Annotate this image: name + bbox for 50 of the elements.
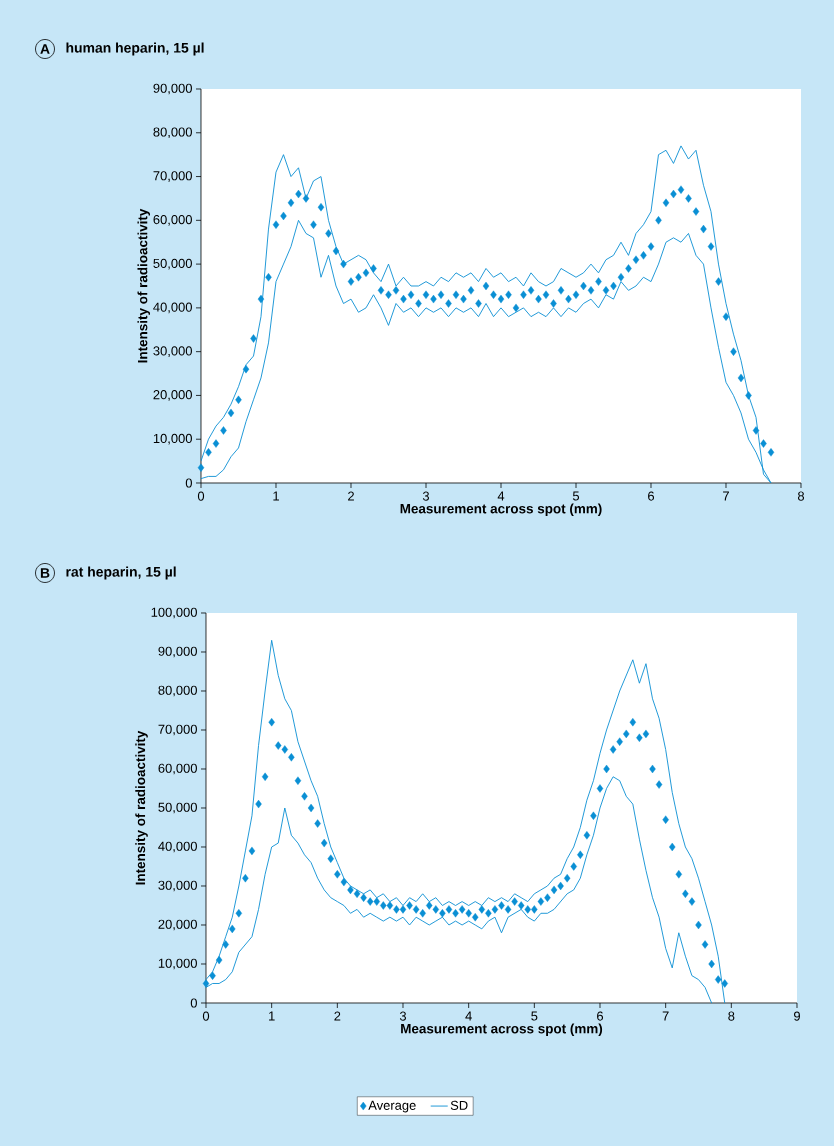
x-tick-label: 6 xyxy=(597,1011,604,1021)
y-tick-label: 80,000 xyxy=(158,685,197,697)
x-tick-label: 2 xyxy=(348,491,354,501)
x-tick-label: 6 xyxy=(648,491,655,501)
x-tick-label: 0 xyxy=(197,491,205,501)
y-tick-label: 40,000 xyxy=(153,302,192,314)
x-tick-label: 3 xyxy=(399,1011,407,1021)
y-axis-title: Intensity of radioactivity xyxy=(135,730,148,885)
legend-label: SD xyxy=(450,1100,468,1110)
x-tick-label: 8 xyxy=(797,491,805,501)
y-tick-label: 90,000 xyxy=(153,83,192,95)
x-tick-label: 9 xyxy=(794,1011,800,1021)
y-tick-label: 30,000 xyxy=(153,346,192,358)
y-tick-label: 80,000 xyxy=(153,127,192,139)
y-tick-label: 60,000 xyxy=(158,763,197,775)
x-tick-label: 1 xyxy=(269,1011,275,1021)
y-tick-label: 40,000 xyxy=(158,841,197,853)
chart-title: rat heparin, 15 µl xyxy=(66,566,176,580)
y-tick-label: 0 xyxy=(185,478,192,488)
x-tick-label: 0 xyxy=(202,1011,210,1021)
y-tick-label: 70,000 xyxy=(153,171,192,182)
y-tick-label: 100,000 xyxy=(151,607,197,619)
x-tick-label: 4 xyxy=(497,491,505,501)
x-tick-label: 2 xyxy=(334,1011,341,1021)
y-tick-label: 0 xyxy=(190,998,197,1008)
text: A xyxy=(40,44,50,54)
y-tick-label: 10,000 xyxy=(158,958,197,970)
y-tick-label: 60,000 xyxy=(153,214,192,226)
y-tick-label: 10,000 xyxy=(153,433,192,445)
y-tick-label: 70,000 xyxy=(158,724,197,736)
x-tick-label: 3 xyxy=(422,491,430,501)
x-axis-title: Measurement across spot (mm) xyxy=(401,1023,603,1037)
x-axis-title: Measurement across spot (mm) xyxy=(400,503,602,517)
x-tick-label: 5 xyxy=(531,1011,538,1021)
text: B xyxy=(40,568,50,578)
y-tick-label: 50,000 xyxy=(153,258,192,270)
x-tick-label: 4 xyxy=(465,1011,472,1021)
y-tick-label: 90,000 xyxy=(158,646,197,658)
y-tick-label: 20,000 xyxy=(153,390,192,401)
chart-title: human heparin, 15 µl xyxy=(66,42,204,56)
x-tick-label: 1 xyxy=(273,491,279,501)
y-tick-label: 50,000 xyxy=(158,802,197,814)
y-tick-label: 30,000 xyxy=(158,880,197,892)
x-tick-label: 7 xyxy=(723,491,729,501)
x-tick-label: 7 xyxy=(662,1011,669,1021)
y-axis-title: Intensity of radioactivity xyxy=(137,208,151,363)
x-tick-label: 5 xyxy=(572,491,580,501)
y-tick-label: 20,000 xyxy=(158,919,197,931)
legend-label: Average xyxy=(368,1100,416,1113)
x-tick-label: 8 xyxy=(728,1011,735,1021)
